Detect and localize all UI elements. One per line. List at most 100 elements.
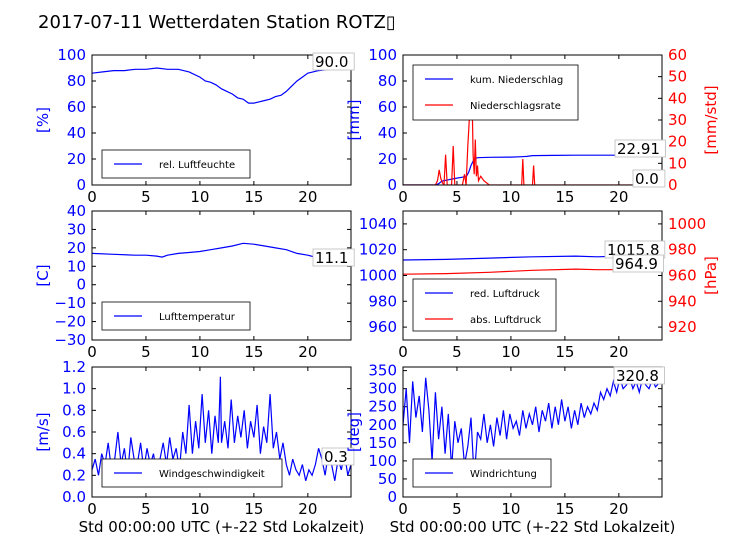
legend-label: red. Luftdruck [470,289,540,300]
last-value-label: 0.0 [635,170,659,188]
y-tick-label: −30 [54,331,86,349]
plot-frame [91,210,352,341]
y-tick-label: 60 [378,98,397,116]
y-tick-label: 1.2 [62,358,86,376]
last-value-box [321,447,355,466]
y-tick-label: 980 [368,292,397,310]
y-tick-label: 80 [67,72,86,90]
x-tick-label: 20 [609,188,628,206]
x-tick-label: 5 [141,500,151,518]
series-line-lufttemperatur [92,242,351,265]
y-right-tick-label: 0 [668,176,678,194]
last-value-label: 90.0 [315,53,348,71]
legend-box [412,64,579,121]
last-value-label: 320.8 [616,367,659,385]
x-tick-label: 15 [244,343,263,361]
x-tick-label: 0 [398,188,408,206]
x-tick-label: 15 [555,500,574,518]
y-tick-label: 350 [368,362,397,380]
x-tick-label: 20 [298,343,317,361]
y-axis-label: [m/s] [34,412,52,451]
plot-frame [402,210,663,341]
y-tick-label: 40 [378,124,397,142]
y-right-tick-label: 20 [668,133,687,151]
y-tick-label: 300 [368,380,397,398]
y-tick-label: 20 [67,150,86,168]
plot-frame [402,54,663,186]
last-value-label: 0.3 [324,448,348,466]
x-tick-label: 15 [555,343,574,361]
x-tick-label: 5 [141,188,151,206]
x-axis-label: Std 00:00:00 UTC (+-22 Std Lokalzeit) [390,518,676,536]
y-right-tick-label: 960 [668,267,697,285]
y-tick-label: 80 [378,72,397,90]
y-tick-label: 0 [387,176,397,194]
y-tick-label: 60 [67,98,86,116]
x-tick-label: 5 [452,500,462,518]
last-value-box [612,254,664,273]
plot-frame [91,366,352,498]
y-axis-label: [deg] [345,412,363,452]
y-right-tick-label: 940 [668,292,697,310]
y-tick-label: 0.8 [62,401,86,419]
series-line-rel-luftfeuchte [92,67,351,104]
last-value-box [312,52,355,71]
x-tick-label: 0 [87,188,97,206]
last-value-label: 964.9 [615,255,658,273]
y-tick-label: 100 [57,46,86,64]
y-tick-label: 30 [67,220,86,238]
y-tick-label: 1040 [359,215,397,233]
chart-precipitation: 0 5 10 15 20 0 20 40 60 80 100 0 10 20 30 40 50 60 [mm] [mm… [345,46,720,206]
y-right-tick-label: 980 [668,241,697,259]
y-tick-label: 960 [368,318,397,336]
chart-wind-speed: 0 5 10 15 20 0.0 0.2 0.4 0.6 0.8 1.0 1.2 [m/s] Std 00… [34,358,364,536]
last-value-box [632,169,666,188]
y-tick-label: 0 [76,276,86,294]
y-right-axis-label: [mm/std] [702,85,720,154]
x-tick-label: 5 [452,343,462,361]
last-value-label: 22.91 [617,140,660,158]
y-tick-label: 1000 [359,267,397,285]
x-tick-label: 10 [190,343,209,361]
x-tick-label: 0 [398,500,408,518]
y-right-tick-label: 40 [668,89,687,107]
x-tick-label: 15 [244,188,263,206]
x-tick-label: 0 [87,500,97,518]
y-tick-label: 0.2 [62,466,86,484]
y-tick-label: 100 [368,46,397,64]
legend-label: Windrichtung [470,469,537,480]
y-right-tick-label: 60 [668,46,687,64]
x-tick-label: 10 [190,188,209,206]
last-value-label: 1015.8 [607,241,660,259]
last-value-box [312,248,355,267]
x-tick-label: 0 [398,343,408,361]
y-right-axis-label: [hPa] [702,256,720,295]
y-tick-label: −10 [54,294,86,312]
last-value-box [613,366,665,385]
x-tick-label: 5 [141,343,151,361]
y-right-tick-label: 30 [668,111,687,129]
legend-label: abs. Luftdruck [470,315,541,326]
y-tick-label: 0.4 [62,445,86,463]
legend-label: kum. Niederschlag [470,75,563,86]
legend-label: Windgeschwindigkeit [159,469,265,480]
y-right-tick-label: 920 [668,318,697,336]
x-tick-label: 20 [298,188,317,206]
y-tick-label: 0.6 [62,423,86,441]
plot-frame [402,366,663,498]
x-tick-label: 20 [298,500,317,518]
chart-humidity: 0 5 10 15 20 0 20 40 60 80 100 [%] 90.0 rel. Luftfeuc… [34,46,355,206]
plot-frame [91,54,352,186]
x-tick-label: 10 [501,343,520,361]
y-tick-label: 250 [368,398,397,416]
x-tick-label: 20 [609,343,628,361]
y-tick-label: 20 [67,239,86,257]
y-tick-label: 20 [378,150,397,168]
legend-label: Lufttemperatur [159,312,236,323]
x-tick-label: 10 [190,500,209,518]
y-tick-label: 1020 [359,241,397,259]
y-tick-label: 40 [67,202,86,220]
y-axis-label: [mm] [345,100,363,141]
y-tick-label: 40 [67,124,86,142]
y-tick-label: 0 [387,488,397,506]
